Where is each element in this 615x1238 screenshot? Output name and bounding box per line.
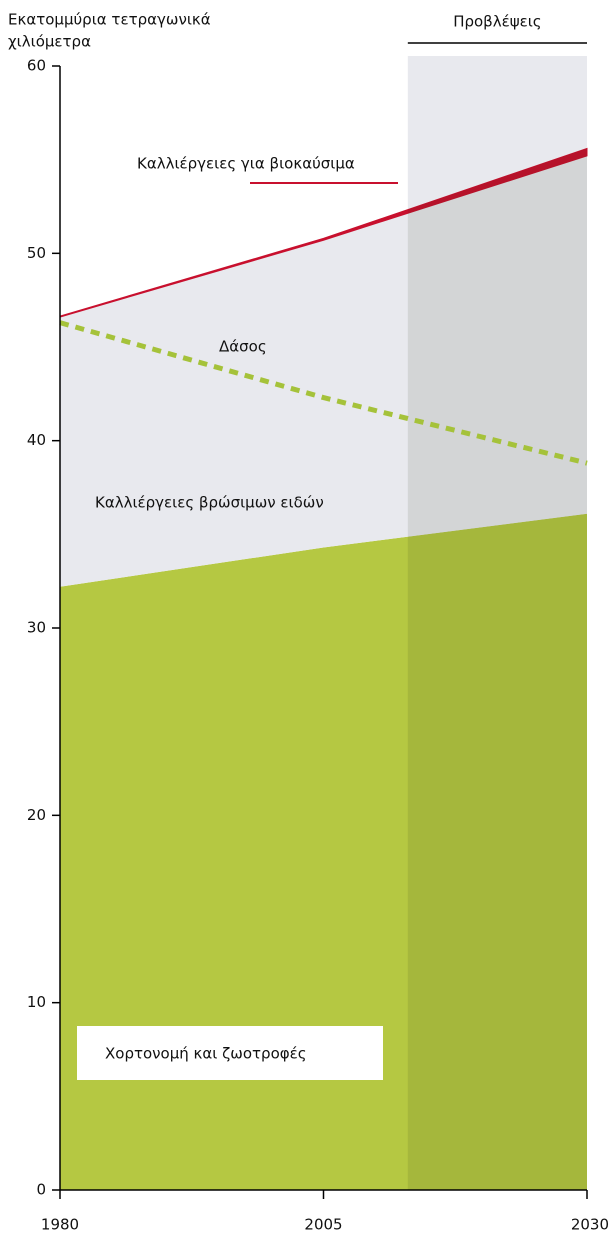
series-label: Χορτονομή και ζωοτροφές [105, 1045, 307, 1063]
y-tick-label: 30 [27, 619, 46, 637]
series-label: Καλλιέργειες βρώσιμων ειδών [95, 494, 324, 512]
x-tick-label: 2030 [571, 1216, 609, 1234]
forest-line [59, 320, 588, 466]
y-tick-label: 60 [27, 57, 46, 75]
y-tick-label: 50 [27, 244, 46, 262]
series-label: Καλλιέργειες για βιοκαύσιμα [137, 155, 355, 173]
projection-label: Προβλέψεις [453, 13, 541, 31]
y-tick-label: 0 [36, 1181, 46, 1199]
y-tick-label: 20 [27, 806, 46, 824]
y-axis-label: χιλιόμετρα [8, 33, 91, 51]
y-tick-label: 10 [27, 993, 46, 1011]
area [60, 155, 587, 587]
x-tick-label: 1980 [41, 1216, 79, 1234]
x-tick-label: 2005 [304, 1216, 342, 1234]
series-label: Δάσος [219, 338, 267, 356]
label-box [77, 1026, 383, 1080]
area [60, 513, 587, 1190]
y-tick-label: 40 [27, 431, 46, 449]
y-axis-label: Εκατομμύρια τετραγωνικά [8, 11, 211, 29]
projection-overlay [407, 148, 587, 1190]
